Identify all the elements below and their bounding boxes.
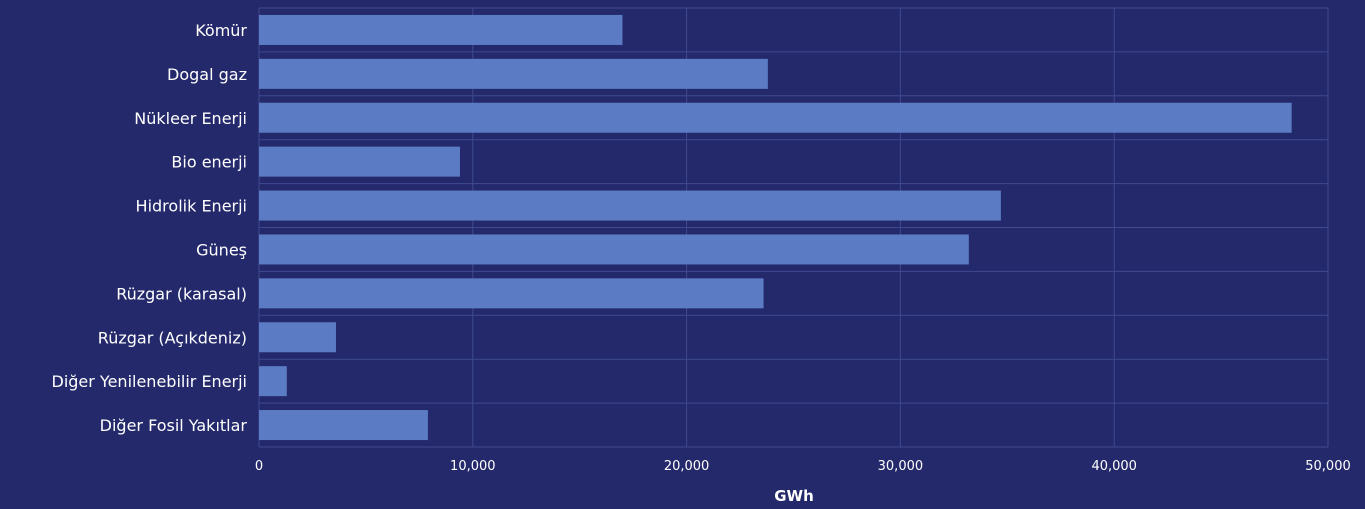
category-label: Dogal gaz [167,65,247,84]
category-label: Rüzgar (Açıkdeniz) [98,328,247,347]
category-labels: Kömür Dogal gaz Nükleer Enerji Bio enerji Hi… [52,21,248,435]
bar [259,58,768,89]
x-axis-title: GWh [774,487,814,505]
bar [259,234,969,265]
bar [259,278,764,309]
bar [259,190,1001,221]
bar [259,366,287,397]
x-tick-label: 0 [255,459,263,474]
category-label: Güneş [196,240,247,259]
category-label: Diğer Yenilenebilir Enerji [52,372,248,391]
category-label: Rüzgar (karasal) [116,284,247,303]
x-tick-label: 30,000 [878,459,924,474]
bar [259,410,428,441]
bar [259,322,336,353]
x-tick-labels: 0 10,000 20,000 30,000 40,000 50,000 [255,459,1351,474]
x-tick-label: 10,000 [450,459,496,474]
bar [259,102,1292,133]
bar [259,14,623,45]
bar [259,146,460,177]
category-label: Kömür [195,21,247,40]
x-tick-label: 20,000 [664,459,710,474]
x-tick-label: 40,000 [1091,459,1137,474]
category-label: Nükleer Enerji [134,109,247,128]
bars-layer [259,14,1292,441]
grid-layer [258,7,1329,448]
category-label: Bio enerji [171,153,247,172]
x-tick-label: 50,000 [1305,459,1351,474]
category-label: Diğer Fosil Yakıtlar [100,416,248,435]
category-label: Hidrolik Enerji [136,197,247,216]
